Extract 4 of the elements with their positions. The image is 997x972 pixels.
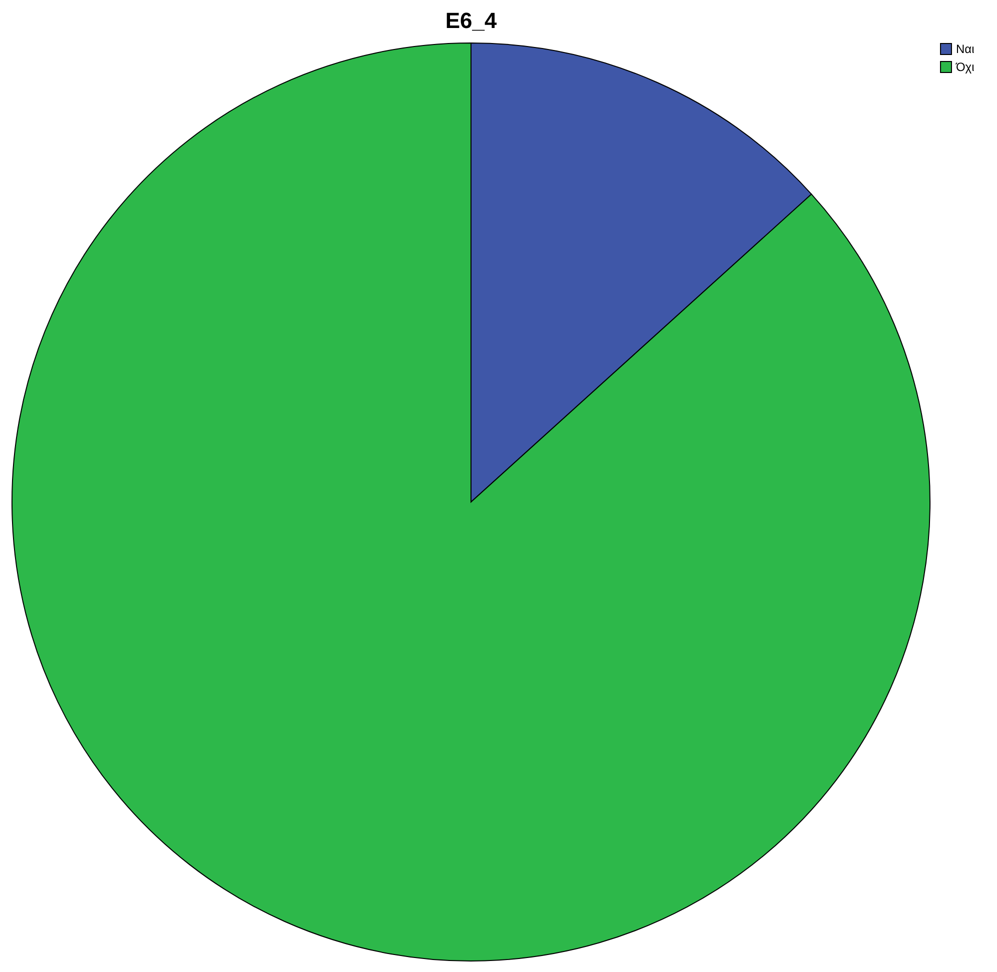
pie-slice (12, 42, 930, 962)
legend-label: Ναι (956, 42, 975, 56)
legend-label: Όχι (955, 60, 975, 74)
chart-title: E6_4 (445, 8, 498, 33)
